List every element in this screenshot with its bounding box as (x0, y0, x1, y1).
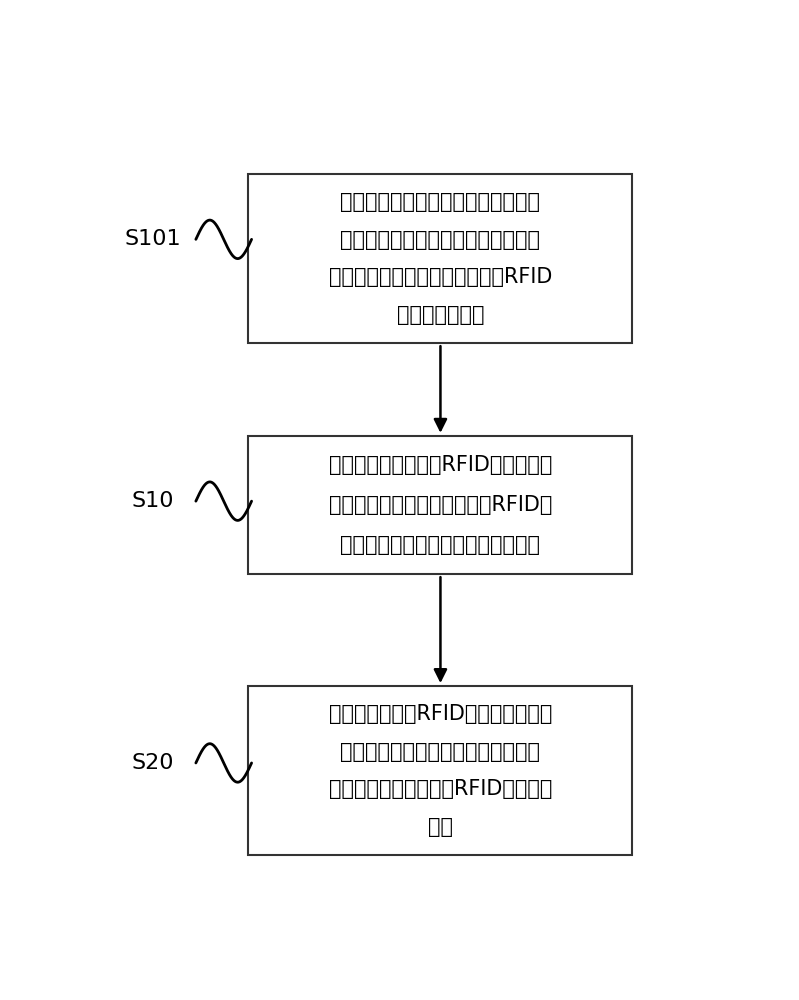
Text: 片的反向链路频率与温度之间的关系: 片的反向链路频率与温度之间的关系 (340, 535, 540, 555)
Text: 芯片的存储器中: 芯片的存储器中 (396, 305, 484, 325)
Text: 通信连接后，确定无源超高频RFID芯: 通信连接后，确定无源超高频RFID芯 (328, 495, 552, 515)
FancyBboxPatch shape (248, 174, 633, 343)
Text: S101: S101 (124, 229, 181, 249)
Text: 在建立与无源超高频RFID芯片之间的: 在建立与无源超高频RFID芯片之间的 (328, 455, 552, 475)
Text: 关系的相关系数，以及将关系的相关: 关系的相关系数，以及将关系的相关 (340, 230, 540, 250)
Text: 度值: 度值 (428, 817, 453, 837)
Text: 获取无源超高频RFID芯片的当前反向: 获取无源超高频RFID芯片的当前反向 (328, 704, 552, 724)
Text: 链路频率，并根据关系和当前反向链: 链路频率，并根据关系和当前反向链 (340, 742, 540, 762)
FancyBboxPatch shape (248, 436, 633, 574)
Text: 确定拟合方式，并根据拟合方式获取: 确定拟合方式，并根据拟合方式获取 (340, 192, 540, 212)
FancyBboxPatch shape (248, 686, 633, 855)
Text: 系数和拟合方式写入无源超高频RFID: 系数和拟合方式写入无源超高频RFID (328, 267, 552, 287)
Text: 路频率确定无源超高频RFID芯片的温: 路频率确定无源超高频RFID芯片的温 (328, 779, 552, 799)
Text: S10: S10 (131, 491, 173, 511)
Text: S20: S20 (131, 753, 173, 773)
